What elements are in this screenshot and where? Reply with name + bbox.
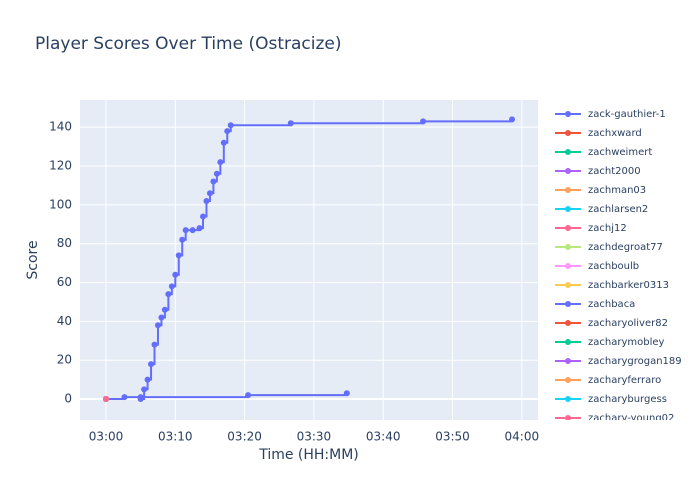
plot-area [80,100,538,420]
y-axis-title: Score [25,240,41,279]
x-axis-title: Time (HH:MM) [258,447,359,463]
legend-label: zack-gauthier-1 [588,109,666,120]
data-point [196,225,203,232]
legend-label: zacht2000 [588,166,641,177]
legend-marker [565,225,571,231]
legend-marker [565,415,571,420]
legend-label: zachxward [588,128,642,139]
legend-label: zacharyoliver82 [588,318,668,329]
data-point [137,394,144,401]
data-point [343,390,350,397]
legend-label: zacharygrogan189 [588,356,682,367]
data-point [102,396,109,403]
y-tick-label: 140 [49,120,72,134]
data-point [509,116,516,123]
legend-marker [565,244,571,250]
data-point [161,306,168,313]
x-tick-label: 03:30 [297,430,332,444]
y-tick-label: 120 [49,159,72,173]
legend-label: zacharymobley [588,337,665,348]
data-point [200,213,207,220]
y-tick-label: 80 [57,236,72,250]
legend-marker [565,187,571,193]
data-point [287,120,294,127]
data-point [224,128,231,135]
data-point [165,291,172,298]
legend-marker [565,320,571,326]
data-point [144,376,151,383]
legend-marker [565,282,571,288]
y-tick-label: 100 [49,197,72,211]
data-point [206,190,213,197]
y-tick-label: 40 [57,314,72,328]
x-tick-label: 03:10 [158,430,193,444]
data-point [217,159,224,166]
data-point [172,271,179,278]
legend-label: zachweimert [588,147,652,158]
legend-marker [565,377,571,383]
data-point [175,252,182,259]
legend-marker [565,130,571,136]
legend-marker [565,168,571,174]
x-tick-label: 03:20 [227,430,262,444]
x-tick-label: 04:00 [505,430,540,444]
data-point [158,314,165,321]
data-point [154,322,161,329]
legend-marker [565,301,571,307]
legend-marker [565,358,571,364]
legend-marker [565,339,571,345]
legend-label: zachbarker0313 [588,280,669,291]
legend-label: zachj12 [588,223,627,234]
data-point [148,361,155,368]
legend-label: zachlarsen2 [588,204,648,215]
data-point [189,227,196,234]
legend-marker [565,263,571,269]
legend-label: zacharyferraro [588,375,661,386]
legend-label: zachary-young02 [588,413,674,424]
data-point [179,236,186,243]
data-point [213,170,220,177]
legend-label: zacharyburgess [588,394,667,405]
data-point [220,139,227,146]
legend-label: zachdegroat77 [588,242,663,253]
data-point [151,341,158,348]
x-tick-label: 03:00 [89,430,124,444]
data-point [227,122,234,129]
data-point [210,178,217,185]
legend-marker [565,206,571,212]
y-tick-label: 60 [57,275,72,289]
data-point [203,197,210,204]
y-tick-label: 0 [64,392,72,406]
x-tick-label: 03:50 [435,430,470,444]
data-point [182,227,189,234]
legend-label: zachman03 [588,185,646,196]
legend-label: zachbaca [588,299,635,310]
data-point [168,283,175,290]
data-point [245,392,252,399]
y-tick-label: 20 [57,353,72,367]
data-point [420,118,427,125]
legend-label: zachboulb [588,261,639,272]
chart-title: Player Scores Over Time (Ostracize) [35,34,342,54]
legend-marker [565,396,571,402]
data-point [141,386,148,393]
legend-marker [565,111,571,117]
data-point [121,394,128,401]
x-tick-label: 03:40 [366,430,401,444]
legend-marker [565,149,571,155]
